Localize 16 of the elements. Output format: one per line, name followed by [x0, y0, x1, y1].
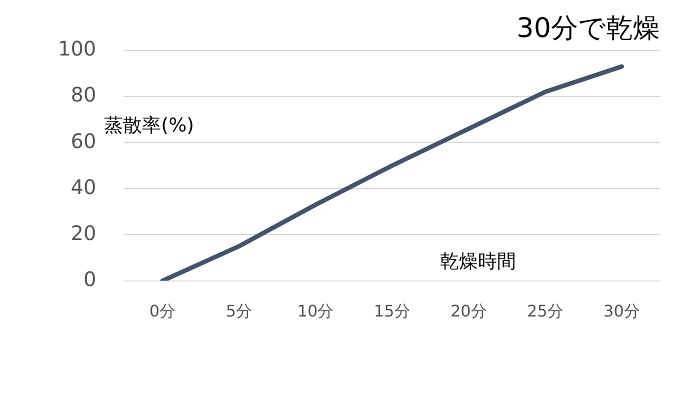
x-tick-label: 0分: [149, 302, 176, 321]
x-tick-label: 20分: [450, 302, 487, 321]
y-tick-label: 100: [58, 36, 96, 61]
y-tick-label: 20: [70, 220, 96, 245]
y-tick-label: 0: [83, 267, 96, 292]
x-tick-label: 10分: [297, 302, 334, 321]
x-axis-title: 乾燥時間: [440, 250, 516, 273]
x-tick-label: 15分: [374, 302, 410, 321]
y-axis-title: 蒸散率(%): [104, 114, 194, 136]
y-tick-label: 80: [70, 82, 96, 107]
chart-title: 30分で乾燥: [516, 13, 660, 44]
y-tick-label: 60: [70, 128, 96, 153]
y-tick-label: 40: [70, 174, 96, 199]
x-tick-label: 5分: [226, 302, 252, 321]
x-tick-label: 30分: [604, 302, 640, 321]
x-tick-label: 25分: [527, 302, 564, 321]
